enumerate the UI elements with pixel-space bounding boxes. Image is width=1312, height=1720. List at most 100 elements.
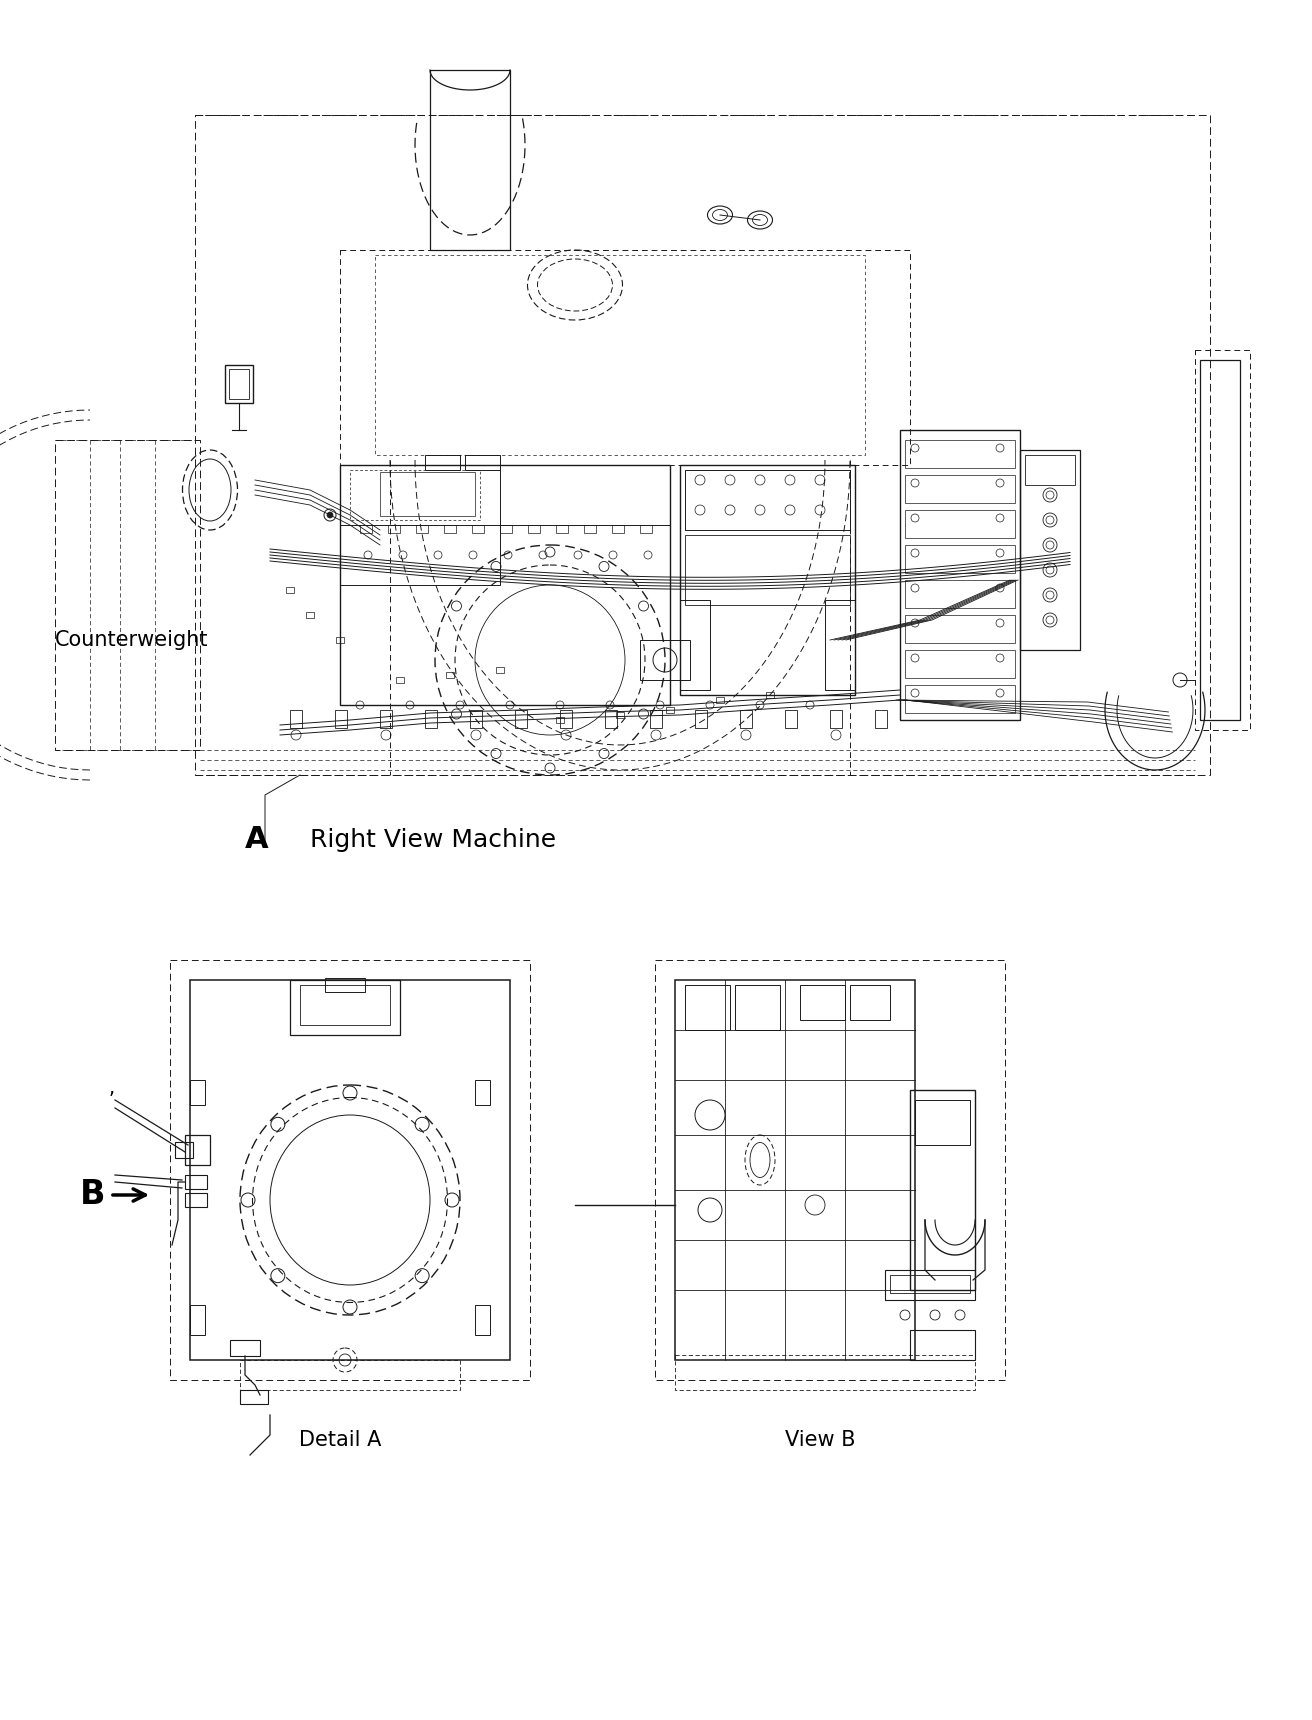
Bar xyxy=(905,440,1015,468)
Bar xyxy=(830,710,842,728)
Bar xyxy=(416,525,428,533)
Bar xyxy=(890,1275,970,1293)
Bar xyxy=(375,255,865,456)
Bar xyxy=(1019,451,1080,650)
Bar xyxy=(340,249,911,464)
Bar xyxy=(224,365,253,402)
Bar xyxy=(1195,349,1250,729)
Bar xyxy=(905,545,1015,573)
Bar xyxy=(171,960,530,1379)
Bar xyxy=(674,980,914,1361)
Bar xyxy=(340,464,670,705)
Bar xyxy=(905,580,1015,607)
Bar xyxy=(640,640,690,679)
Bar xyxy=(735,986,781,1030)
Bar xyxy=(685,535,850,605)
Bar xyxy=(359,525,373,533)
Bar xyxy=(306,612,314,617)
Bar xyxy=(649,710,663,728)
Bar xyxy=(230,1340,260,1355)
Bar xyxy=(185,1194,207,1207)
Bar xyxy=(470,710,482,728)
Bar xyxy=(900,430,1019,721)
Bar xyxy=(800,986,845,1020)
Bar xyxy=(380,710,392,728)
Bar xyxy=(766,691,774,698)
Text: B: B xyxy=(80,1178,105,1211)
Bar xyxy=(716,697,724,703)
Bar xyxy=(425,710,437,728)
Bar xyxy=(785,710,796,728)
Text: ,: , xyxy=(109,1078,115,1097)
Text: Detail A: Detail A xyxy=(299,1429,382,1450)
Bar xyxy=(680,464,855,695)
Bar xyxy=(850,986,890,1020)
Bar xyxy=(190,1305,205,1335)
Bar xyxy=(666,707,674,714)
Text: Right View Machine: Right View Machine xyxy=(310,827,556,851)
Bar xyxy=(500,525,512,533)
Bar xyxy=(230,370,249,399)
Bar xyxy=(1025,456,1075,485)
Bar xyxy=(911,1090,975,1290)
Bar xyxy=(290,710,302,728)
Bar xyxy=(190,1080,205,1104)
Bar xyxy=(300,986,390,1025)
Bar xyxy=(655,960,1005,1379)
Text: Counterweight: Counterweight xyxy=(55,630,209,650)
Bar xyxy=(905,511,1015,538)
Bar xyxy=(55,440,199,750)
Bar xyxy=(425,456,461,470)
Bar xyxy=(464,456,500,470)
Bar xyxy=(914,1101,970,1146)
Bar xyxy=(190,980,510,1361)
Bar xyxy=(611,525,625,533)
Bar xyxy=(443,525,457,533)
Bar xyxy=(905,650,1015,678)
Bar xyxy=(740,710,752,728)
Bar xyxy=(905,616,1015,643)
Bar xyxy=(640,525,652,533)
Bar xyxy=(685,470,850,530)
Bar xyxy=(195,115,1210,776)
Bar xyxy=(556,525,568,533)
Circle shape xyxy=(327,513,333,518)
Bar xyxy=(1200,359,1240,721)
Bar xyxy=(290,980,400,1035)
Bar xyxy=(911,1330,975,1361)
Bar xyxy=(825,600,855,690)
Bar xyxy=(185,1175,207,1189)
Bar xyxy=(475,1305,489,1335)
Bar xyxy=(674,1355,975,1390)
Bar xyxy=(905,685,1015,714)
Bar xyxy=(516,710,527,728)
Bar xyxy=(886,1269,975,1300)
Bar xyxy=(617,712,625,717)
Bar xyxy=(584,525,596,533)
Bar xyxy=(527,525,541,533)
Bar xyxy=(446,673,454,678)
Text: View B: View B xyxy=(785,1429,855,1450)
Bar xyxy=(174,1142,193,1158)
Bar xyxy=(905,475,1015,502)
Bar xyxy=(336,636,344,643)
Bar xyxy=(430,71,510,249)
Bar xyxy=(560,710,572,728)
Bar xyxy=(325,979,365,992)
Bar xyxy=(475,1080,489,1104)
Bar xyxy=(556,717,564,722)
Bar xyxy=(286,587,294,593)
Bar xyxy=(695,710,707,728)
Bar xyxy=(472,525,484,533)
Bar xyxy=(240,1390,268,1404)
Bar xyxy=(340,464,500,585)
Bar xyxy=(185,1135,210,1164)
Bar xyxy=(340,464,670,525)
Bar xyxy=(380,471,475,516)
Bar xyxy=(875,710,887,728)
Bar xyxy=(350,470,480,519)
Bar xyxy=(605,710,617,728)
Text: A: A xyxy=(245,826,269,855)
Bar xyxy=(335,710,346,728)
Bar xyxy=(388,525,400,533)
